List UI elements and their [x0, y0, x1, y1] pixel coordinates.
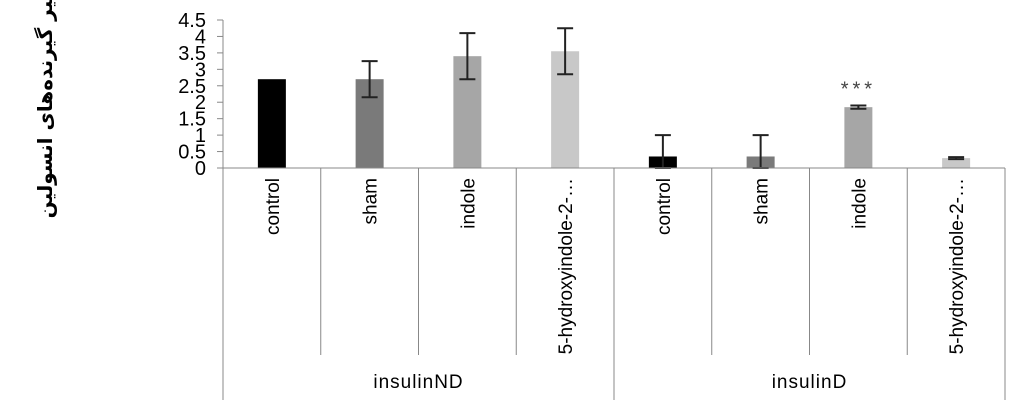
x-category-label: sham	[361, 178, 382, 224]
y-axis: 00.511.522.533.544.5	[178, 10, 224, 180]
y-tick-label: 3	[195, 59, 206, 81]
error-bar	[459, 32, 476, 81]
x-category-label: 5-hydroxyindole-2-…	[947, 178, 968, 354]
error-bar	[361, 60, 378, 99]
x-category-label: sham	[752, 178, 773, 224]
y-tick-label: 2.5	[178, 76, 206, 98]
bars: ***	[257, 27, 971, 169]
y-tick-label: 4	[195, 26, 206, 48]
y-tick-label: 1	[195, 125, 206, 147]
x-group-label: insulinD	[772, 372, 848, 393]
x-category-label: indole	[849, 178, 870, 229]
bar	[844, 107, 873, 168]
y-tick-label: 4.5	[178, 10, 206, 32]
y-tick-label: 0	[195, 158, 206, 180]
error-bar	[850, 104, 867, 110]
y-tick-label: 0.5	[178, 142, 206, 164]
y-tick-label: 3.5	[178, 43, 206, 65]
x-category-label: 5-hydroxyindole-2-…	[556, 178, 577, 354]
significance-annotation: ***	[841, 79, 876, 101]
x-group-label: insulinND	[373, 372, 463, 393]
y-axis-label: تاثیر گیرنده‌های انسولین	[33, 0, 57, 218]
x-category-label: indole	[458, 178, 479, 229]
error-bar	[557, 27, 574, 76]
bar	[257, 79, 286, 168]
bar	[942, 158, 971, 168]
error-bar	[948, 156, 965, 161]
x-category-label: control	[654, 178, 675, 235]
x-category-label: control	[263, 178, 284, 235]
x-axis: control sham indole 5-hydroxyindole-2-… insu…	[222, 167, 1006, 400]
y-tick-label: 1.5	[178, 109, 206, 131]
y-tick-label: 2	[195, 92, 206, 114]
